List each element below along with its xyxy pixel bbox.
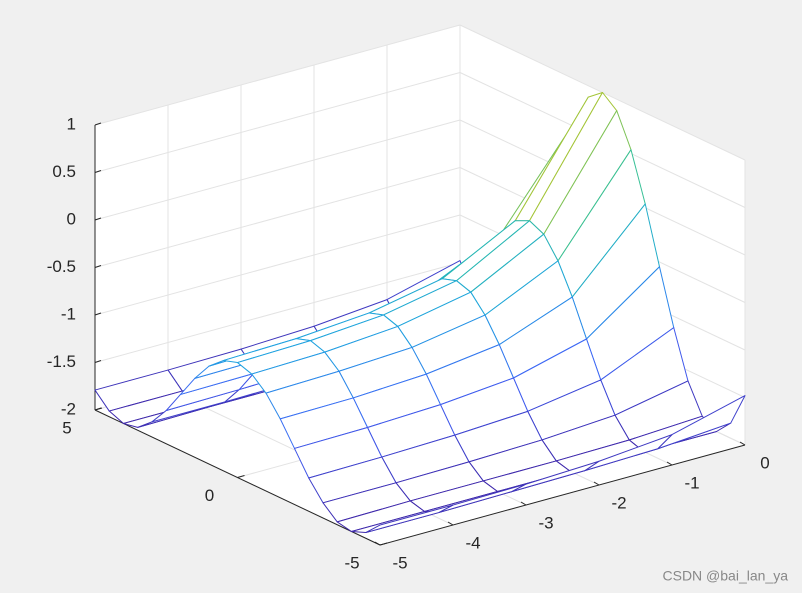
- tick-mark: [520, 501, 527, 506]
- y-tick-label: -5: [344, 553, 359, 572]
- tick-mark: [94, 407, 103, 411]
- x-tick-label: -3: [538, 513, 553, 532]
- grid-line: [94, 119, 461, 221]
- x-tick-label: -5: [392, 553, 407, 572]
- x-tick-label: 0: [760, 453, 769, 472]
- grid-line: [94, 214, 461, 316]
- grid-line: [94, 72, 461, 173]
- grid-line: [94, 24, 461, 126]
- tick-mark: [237, 475, 245, 478]
- tick-mark: [94, 170, 102, 173]
- tick-mark: [379, 542, 388, 546]
- y-tick-label: 5: [62, 418, 71, 437]
- tick-mark: [374, 541, 381, 546]
- tick-mark: [94, 312, 102, 316]
- z-tick-label: -1: [61, 304, 76, 323]
- x-tick-label: -4: [465, 533, 480, 552]
- axis-line: [379, 444, 746, 546]
- tick-mark: [739, 441, 746, 446]
- watermark: CSDN @bai_lan_ya: [663, 568, 789, 584]
- tick-mark: [593, 481, 600, 486]
- z-tick-label: 0: [67, 209, 76, 228]
- grid-line: [94, 262, 461, 363]
- y-tick-label: 0: [205, 486, 214, 505]
- z-tick-label: -2: [61, 399, 76, 418]
- tick-mark: [94, 122, 102, 126]
- grid-line: [94, 167, 461, 268]
- mesh-cell: [365, 504, 454, 534]
- tick-mark: [94, 217, 102, 221]
- z-tick-label: -0.5: [47, 257, 76, 276]
- tick-mark: [666, 461, 673, 466]
- z-tick-label: 0.5: [52, 162, 76, 181]
- tick-mark: [94, 360, 102, 363]
- z-tick-label: -1.5: [47, 352, 76, 371]
- x-tick-label: -2: [611, 493, 626, 512]
- tick-mark: [94, 265, 102, 268]
- z-tick-label: 1: [67, 114, 76, 133]
- x-tick-label: -1: [684, 473, 699, 492]
- tick-mark: [447, 521, 454, 526]
